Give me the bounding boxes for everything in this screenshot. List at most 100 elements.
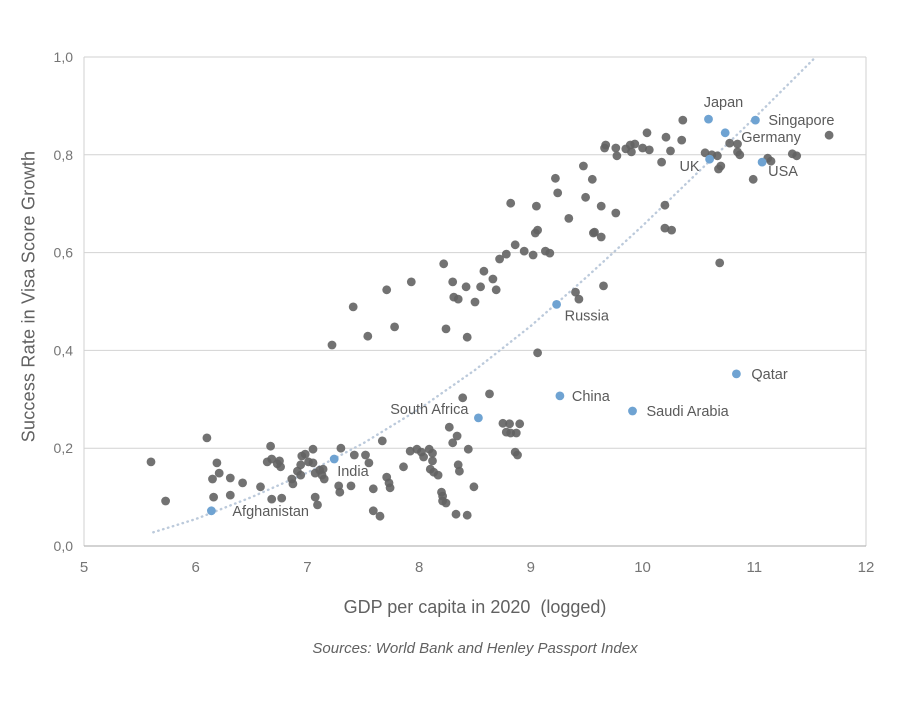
data-point xyxy=(375,511,385,521)
x-tick-label: 8 xyxy=(415,559,423,576)
data-point xyxy=(463,444,473,454)
country-label-singapore: Singapore xyxy=(768,113,834,129)
data-point xyxy=(574,294,584,304)
data-point xyxy=(212,458,222,468)
data-point xyxy=(382,285,392,295)
data-point xyxy=(630,139,640,149)
y-tick-label: 0,4 xyxy=(54,342,74,358)
data-point xyxy=(488,274,498,284)
data-point xyxy=(419,452,428,462)
data-point xyxy=(451,509,461,519)
data-point xyxy=(296,460,306,470)
data-point xyxy=(498,418,508,428)
highlight-point-saudi-arabia xyxy=(628,406,637,416)
country-label-russia: Russia xyxy=(565,308,610,324)
y-tick-label: 0,8 xyxy=(54,147,74,163)
data-point xyxy=(579,161,588,171)
data-point xyxy=(428,456,437,466)
data-point xyxy=(792,151,802,161)
data-point xyxy=(209,492,219,502)
data-point xyxy=(714,164,723,174)
source-note: Sources: World Bank and Henley Passport … xyxy=(312,640,638,657)
country-label-saudi-arabia: Saudi Arabia xyxy=(647,404,730,420)
data-point xyxy=(564,214,574,223)
highlight-point-china xyxy=(555,391,565,401)
y-tick-label: 0,2 xyxy=(54,440,74,456)
data-point xyxy=(528,250,538,260)
x-axis-title: GDP per capita in 2020 (logged) xyxy=(343,597,607,617)
data-point xyxy=(276,462,285,472)
data-point xyxy=(368,484,378,494)
data-point xyxy=(461,282,471,292)
data-point xyxy=(300,449,310,459)
data-point xyxy=(444,422,454,432)
data-point xyxy=(660,223,670,233)
data-point xyxy=(513,450,522,460)
data-point xyxy=(146,457,156,467)
data-point xyxy=(319,474,329,484)
data-point xyxy=(725,138,735,148)
data-point xyxy=(256,482,265,492)
highlight-point-india xyxy=(329,454,339,464)
y-tick-label: 0,0 xyxy=(54,538,74,554)
data-point xyxy=(238,478,248,488)
data-point xyxy=(448,277,458,287)
trend-line xyxy=(152,55,817,534)
country-label-china: China xyxy=(572,389,611,405)
data-point xyxy=(346,481,356,491)
x-tick-label: 11 xyxy=(746,559,762,576)
country-label-japan: Japan xyxy=(704,95,744,111)
data-point xyxy=(713,151,722,161)
data-point xyxy=(638,143,647,153)
data-point xyxy=(644,145,654,155)
data-point xyxy=(476,282,485,292)
highlight-point-afghanistan xyxy=(207,506,216,516)
x-tick-label: 7 xyxy=(303,559,311,576)
data-point xyxy=(399,462,408,472)
data-point xyxy=(406,277,416,287)
data-point xyxy=(310,468,320,478)
highlight-point-qatar xyxy=(732,369,741,379)
data-point xyxy=(532,201,541,211)
data-point xyxy=(470,297,480,307)
data-point xyxy=(491,285,501,295)
x-tick-label: 6 xyxy=(192,559,200,576)
data-point xyxy=(510,240,520,250)
data-point xyxy=(735,150,745,160)
data-point xyxy=(225,490,235,500)
data-point xyxy=(515,419,525,429)
data-point xyxy=(596,201,606,211)
data-point xyxy=(349,450,359,460)
data-point xyxy=(495,254,504,264)
x-tick-label: 10 xyxy=(634,559,651,576)
data-point xyxy=(627,147,636,157)
data-point xyxy=(667,225,676,235)
data-point xyxy=(666,146,675,156)
data-point xyxy=(581,192,590,202)
data-point xyxy=(327,340,337,350)
y-tick-label: 0,6 xyxy=(54,245,74,261)
data-point xyxy=(485,389,494,399)
data-point xyxy=(364,458,374,468)
highlight-point-singapore xyxy=(751,115,760,125)
data-point xyxy=(308,458,318,468)
data-point xyxy=(453,294,463,304)
highlight-point-south-africa xyxy=(474,413,483,423)
data-point xyxy=(363,331,373,341)
data-point xyxy=(611,143,621,153)
data-point xyxy=(519,246,529,256)
data-point xyxy=(390,322,399,332)
data-point xyxy=(318,464,328,474)
data-point xyxy=(748,174,758,184)
data-point xyxy=(678,115,688,125)
data-point xyxy=(545,248,555,258)
data-point xyxy=(335,487,345,497)
data-point xyxy=(458,393,468,403)
data-point xyxy=(824,130,834,140)
data-point xyxy=(590,227,599,237)
data-point xyxy=(455,466,464,476)
data-point xyxy=(551,173,560,183)
data-point xyxy=(336,443,346,453)
highlight-point-usa xyxy=(757,157,767,167)
data-point xyxy=(505,419,514,429)
